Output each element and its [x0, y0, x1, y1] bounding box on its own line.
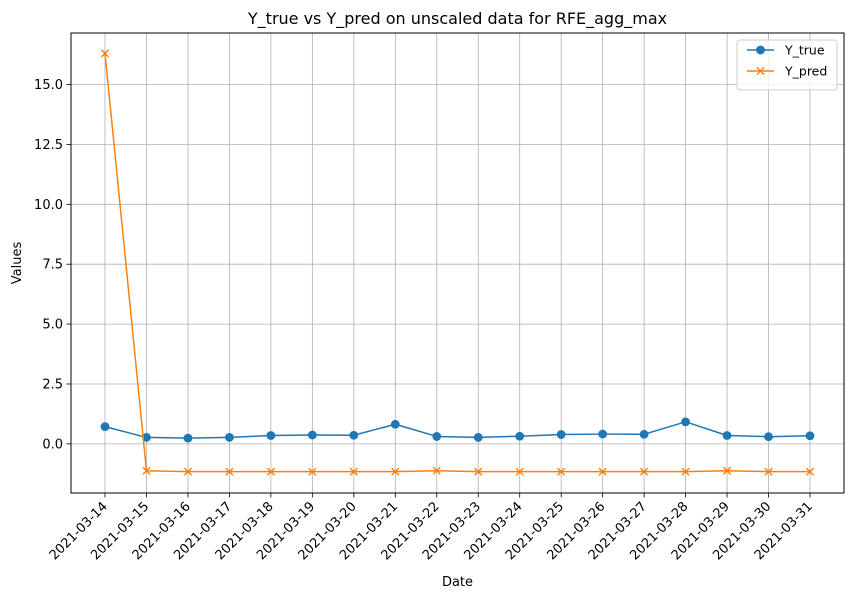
y-tick-label: 0.0 — [42, 437, 63, 452]
data-point — [681, 467, 690, 476]
data-point — [142, 466, 151, 475]
data-point — [764, 432, 773, 442]
data-point — [390, 419, 400, 429]
data-point — [515, 431, 525, 441]
legend-marker — [756, 66, 765, 76]
series-line — [104, 421, 811, 439]
chart-title: Y_true vs Y_pred on unscaled data for RF… — [247, 9, 667, 29]
data-point — [266, 467, 275, 476]
data-point — [764, 467, 773, 476]
data-point — [681, 417, 690, 427]
y-tick-label: 15.0 — [34, 78, 63, 93]
data-point — [349, 430, 359, 440]
plot-frame — [70, 32, 845, 494]
data-point — [391, 467, 400, 476]
data-point — [557, 467, 566, 476]
data-point — [100, 49, 110, 58]
data-point — [805, 431, 815, 441]
y-tick-label: 2.5 — [42, 377, 63, 392]
data-point — [266, 431, 276, 440]
data-point — [639, 429, 649, 439]
legend-marker — [756, 45, 765, 55]
legend-label: Y_pred — [784, 64, 827, 79]
data-point — [225, 467, 234, 476]
data-point — [432, 466, 441, 475]
data-point — [474, 467, 483, 476]
y-axis-label: Values — [10, 242, 25, 285]
data-point — [598, 429, 608, 439]
series-line — [104, 53, 810, 473]
data-point — [598, 467, 607, 476]
y-tick-label: 12.5 — [34, 138, 63, 153]
y-tick-label: 10.0 — [34, 198, 63, 213]
data-point — [556, 430, 566, 439]
legend-label: Y_true — [784, 43, 825, 58]
x-axis-label: Date — [442, 575, 473, 590]
series-Y_true — [100, 417, 815, 443]
legend-item: Y_true — [747, 43, 825, 58]
data-point — [722, 466, 732, 475]
legend-item: Y_pred — [747, 64, 827, 79]
data-point — [640, 467, 649, 476]
series-layer — [100, 49, 815, 476]
data-point — [100, 422, 110, 432]
data-point — [307, 430, 317, 440]
data-point — [225, 433, 234, 442]
data-point — [183, 467, 193, 476]
data-point — [308, 467, 317, 476]
data-point — [183, 433, 193, 443]
data-point — [473, 433, 483, 442]
data-point — [432, 432, 442, 441]
data-point — [805, 467, 815, 476]
data-point — [722, 431, 732, 440]
y-tick-label: 5.0 — [42, 318, 63, 333]
grid-lines — [71, 33, 844, 493]
data-point — [515, 467, 524, 476]
legend: Y_true Y_pred — [736, 39, 838, 91]
data-point — [349, 467, 358, 476]
series-Y_pred — [100, 49, 815, 476]
y-tick-label: 7.5 — [42, 258, 63, 273]
